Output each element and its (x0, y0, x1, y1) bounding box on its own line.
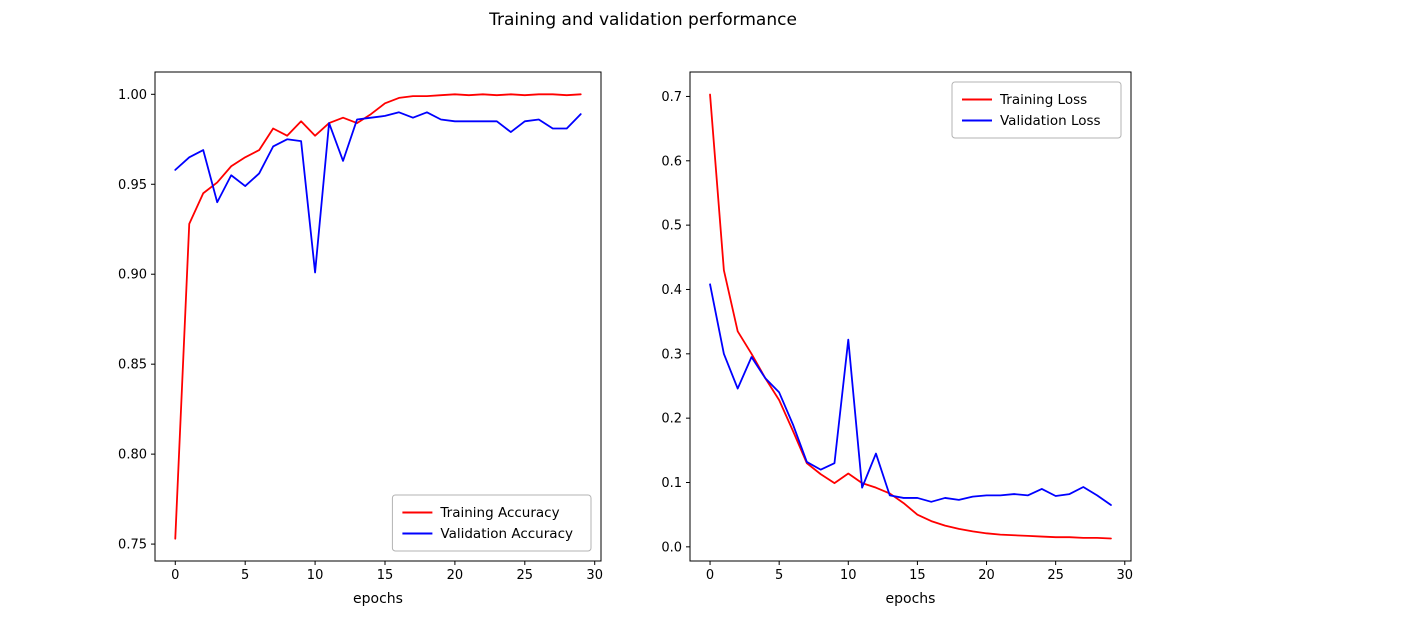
training-accuracy-line (174, 93, 582, 540)
x-tick-label: 30 (1117, 568, 1134, 583)
x-axis-label-accuracy: epochs (353, 591, 403, 607)
validation-accuracy-line (174, 111, 582, 274)
y-tick-label: 0.90 (118, 268, 147, 283)
y-tick-label: 0.6 (661, 154, 682, 169)
x-tick-label: 15 (909, 568, 926, 583)
y-tick-label: 0.3 (661, 347, 682, 362)
axes-frame-accuracy (154, 71, 602, 562)
training-loss-line (709, 93, 1112, 540)
y-tick-label: 0.2 (661, 412, 682, 427)
x-tick-label: 20 (447, 568, 464, 583)
legend-frame (951, 81, 1122, 139)
x-tick-label: 20 (978, 568, 995, 583)
x-tick-label: 25 (1047, 568, 1064, 583)
y-tick-label: 0.75 (118, 538, 147, 553)
y-tick-label: 0.5 (661, 219, 682, 234)
y-tick-label: 0.7 (661, 90, 682, 105)
y-tick-label: 0.80 (118, 448, 147, 463)
validation-loss-legend-label: Validation Loss (1000, 113, 1101, 129)
x-tick-label: 10 (307, 568, 324, 583)
x-tick-label: 30 (586, 568, 603, 583)
y-tick-label: 1.00 (118, 88, 147, 103)
y-tick-label: 0.4 (661, 283, 682, 298)
x-tick-label: 10 (840, 568, 857, 583)
legend-frame (391, 494, 592, 552)
chart-loss: 0 5 10 15 20 25 30 0.0 0.1 0.2 0.3 0.4 0.5 0.6 0.7 epoc… (661, 71, 1134, 607)
legend-accuracy: Training Accuracy Validation Accuracy (391, 494, 592, 552)
validation-accuracy-legend-label: Validation Accuracy (440, 526, 573, 542)
y-tick-label: 0.0 (661, 540, 682, 555)
x-tick-label: 5 (775, 568, 783, 583)
validation-loss-line (709, 283, 1112, 506)
legend-loss: Training Loss Validation Loss (951, 81, 1122, 139)
x-tick-label: 0 (706, 568, 714, 583)
axes-frame-loss (689, 71, 1132, 562)
training-loss-legend-label: Training Loss (999, 92, 1087, 108)
x-tick-label: 15 (377, 568, 394, 583)
x-tick-label: 25 (517, 568, 534, 583)
y-tick-label: 0.95 (118, 178, 147, 193)
chart-accuracy: 0 5 10 15 20 25 30 0.75 0.80 0.85 0.90 0.95 1.00 epoc… (118, 71, 603, 607)
x-axis-label-loss: epochs (886, 591, 936, 607)
x-tick-label: 0 (171, 568, 179, 583)
y-tick-label: 0.85 (118, 358, 147, 373)
y-tick-label: 0.1 (661, 476, 682, 491)
figure-title: Training and validation performance (489, 10, 797, 30)
x-tick-label: 5 (241, 568, 249, 583)
training-accuracy-legend-label: Training Accuracy (439, 505, 559, 521)
